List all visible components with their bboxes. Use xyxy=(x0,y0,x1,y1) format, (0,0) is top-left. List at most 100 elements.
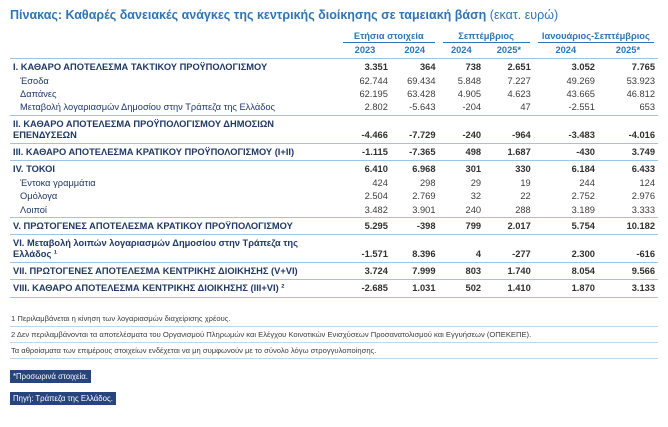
cell-value: 8.054 xyxy=(533,262,598,280)
table-row: IV. ΤΟΚΟΙ 6.410 6.968 301 330 6.184 6.43… xyxy=(10,160,658,178)
row-label: VI. Μεταβολή λοιπών λογαριασμών Δημοσίου… xyxy=(10,233,340,263)
cell-value: 4 xyxy=(438,233,485,263)
col-group-label: Ετήσια στοιχεία xyxy=(343,31,435,43)
cell-value: 29 xyxy=(470,178,482,189)
borrowing-requirements-table: Ετήσια στοιχεία Σεπτέμβριος Ιανουάριος-Σ… xyxy=(10,31,658,298)
provisional-data-note: *Προσωρινά στοιχεία. xyxy=(10,370,91,383)
table-row: ΙΙΙ. ΚΑΘΑΡΟ ΑΠΟΤΕΛΕΣΜΑ ΚΡΑΤΙΚΟΥ ΠΡΟΫΠΟΛΟ… xyxy=(10,142,658,161)
cell-value: 62.195 xyxy=(359,89,388,100)
cell-value: 502 xyxy=(438,279,485,298)
cell-value: 424 xyxy=(372,178,388,189)
cell-value: 49.269 xyxy=(566,76,595,87)
cell-value: -7.365 xyxy=(390,142,439,161)
col-group-annual: Ετήσια στοιχεία xyxy=(339,31,438,43)
cell-value: 4.623 xyxy=(507,89,531,100)
cell-value: 2.504 xyxy=(364,191,388,202)
cell-value: 2.802 xyxy=(364,102,388,113)
table-row: ΙΙ. ΚΑΘΑΡΟ ΑΠΟΤΕΛΕΣΜΑ ΠΡΟΫΠΟΛΟΓΙΣΜΟΥ ΔΗΜ… xyxy=(10,114,658,144)
table-row: Έντοκα γραμμάτια 424 298 29 19 244 124 xyxy=(10,177,658,190)
cell-value: 1.031 xyxy=(390,279,439,298)
cell-value: 5.754 xyxy=(533,216,598,235)
cell-value: 653 xyxy=(639,102,655,113)
cell-value: 738 xyxy=(438,58,485,76)
row-label: ΙΙ. ΚΑΘΑΡΟ ΑΠΟΤΕΛΕΣΜΑ ΠΡΟΫΠΟΛΟΓΙΣΜΟΥ ΔΗΜ… xyxy=(10,114,340,144)
cell-value: -277 xyxy=(484,233,534,263)
cell-value: 1.687 xyxy=(484,142,534,161)
cell-value: 3.724 xyxy=(339,262,391,280)
row-label: Δαπάνες xyxy=(20,89,57,100)
row-label: Μεταβολή λογαριασμών Δημοσίου στην Τράπε… xyxy=(20,102,276,113)
cell-value: 3.333 xyxy=(631,204,655,215)
title-text: Πίνακας: Καθαρές δανειακές ανάγκες της κ… xyxy=(10,8,487,22)
table-row: V. ΠΡΩΤΟΓΕΝΕΣ ΑΠΟΤΕΛΕΣΜΑ ΚΡΑΤΙΚΟΥ ΠΡΟΫΠΟ… xyxy=(10,216,658,235)
cell-value: 3.133 xyxy=(597,279,658,298)
cell-value: 3.482 xyxy=(364,204,388,215)
cell-value: 46.812 xyxy=(626,89,655,100)
table-row: Δαπάνες 62.195 63.428 4.905 4.623 43.665… xyxy=(10,88,658,101)
column-group-header-row: Ετήσια στοιχεία Σεπτέμβριος Ιανουάριος-Σ… xyxy=(10,31,658,43)
col-header-2024-annual: 2024 xyxy=(390,43,439,59)
cell-value: -4.016 xyxy=(597,114,658,144)
row-label: Ι. ΚΑΘΑΡΟ ΑΠΟΤΕΛΕΣΜΑ ΤΑΚΤΙΚΟΥ ΠΡΟΫΠΟΛΟΓΙ… xyxy=(10,58,340,76)
cell-value: -1.115 xyxy=(339,142,391,161)
col-header-2025-jan-sep: 2025* xyxy=(597,43,658,59)
source-note: Πηγή: Τράπεζα της Ελλάδος. xyxy=(10,392,116,405)
cell-value: 3.351 xyxy=(339,58,391,76)
cell-value: 288 xyxy=(515,204,531,215)
cell-value: 8.396 xyxy=(390,233,439,263)
cell-value: -5.643 xyxy=(409,102,436,113)
footnote: 1 Περιλαμβάνεται η κίνηση των λογαριασμώ… xyxy=(10,311,658,327)
page-title: Πίνακας: Καθαρές δανειακές ανάγκες της κ… xyxy=(10,8,658,22)
cell-value: 2.300 xyxy=(533,233,598,263)
cell-value: 7.227 xyxy=(507,76,531,87)
cell-value: 62.744 xyxy=(359,76,388,87)
footnote: Τα αθροίσματα των επιμέρους στοιχείων εν… xyxy=(10,343,658,359)
cell-value: -3.483 xyxy=(533,114,598,144)
col-header-2025-september: 2025* xyxy=(484,43,534,59)
row-label: Ομόλογα xyxy=(20,191,58,202)
cell-value: 6.410 xyxy=(339,160,391,178)
cell-value: 43.665 xyxy=(566,89,595,100)
cell-value: -398 xyxy=(390,216,439,235)
cell-value: -2.685 xyxy=(339,279,391,298)
row-label: Έντοκα γραμμάτια xyxy=(20,178,96,189)
cell-value: 9.566 xyxy=(597,262,658,280)
cell-value: -4.466 xyxy=(339,114,391,144)
col-header-2023-annual: 2023 xyxy=(339,43,391,59)
col-header-2024-jan-sep: 2024 xyxy=(533,43,598,59)
cell-value: -2.551 xyxy=(568,102,595,113)
cell-value: 364 xyxy=(390,58,439,76)
cell-value: 10.182 xyxy=(597,216,658,235)
cell-value: 53.923 xyxy=(626,76,655,87)
table-row: Μεταβολή λογαριασμών Δημοσίου στην Τράπε… xyxy=(10,101,658,115)
cell-value: 799 xyxy=(438,216,485,235)
cell-value: -430 xyxy=(533,142,598,161)
cell-value: 240 xyxy=(465,204,482,215)
cell-value: 1.410 xyxy=(484,279,534,298)
cell-value: 244 xyxy=(579,178,595,189)
cell-value: 2.976 xyxy=(631,191,655,202)
empty-header-cell xyxy=(10,43,340,59)
empty-header-cell xyxy=(10,31,339,43)
table-row: VI. Μεταβολή λοιπών λογαριασμών Δημοσίου… xyxy=(10,233,658,263)
cell-value: 3.189 xyxy=(571,204,595,215)
cell-value: 4.905 xyxy=(457,89,482,100)
title-unit: (εκατ. ευρώ) xyxy=(489,8,559,22)
cell-value: 6.433 xyxy=(597,160,658,178)
cell-value: -1.571 xyxy=(339,233,391,263)
cell-value: 7.765 xyxy=(597,58,658,76)
col-group-september: Σεπτέμβριος xyxy=(439,31,534,43)
cell-value: -240 xyxy=(438,114,485,144)
cell-value: 63.428 xyxy=(407,89,436,100)
footnotes-block: 1 Περιλαμβάνεται η κίνηση των λογαριασμώ… xyxy=(10,311,658,359)
table-row: Ι. ΚΑΘΑΡΟ ΑΠΟΤΕΛΕΣΜΑ ΤΑΚΤΙΚΟΥ ΠΡΟΫΠΟΛΟΓΙ… xyxy=(10,58,658,76)
cell-value: 7.999 xyxy=(390,262,439,280)
cell-value: 32 xyxy=(470,191,482,202)
cell-value: 803 xyxy=(438,262,485,280)
cell-value: 6.968 xyxy=(390,160,439,178)
table-row: VII. ΠΡΩΤΟΓΕΝΕΣ ΑΠΟΤΕΛΕΣΜΑ ΚΕΝΤΡΙΚΗΣ ΔΙΟ… xyxy=(10,262,658,280)
cell-value: 2.651 xyxy=(484,58,534,76)
cell-value: 298 xyxy=(420,178,436,189)
cell-value: 5.848 xyxy=(457,76,482,87)
table-row: VIII. ΚΑΘΑΡΟ ΑΠΟΤΕΛΕΣΜΑ ΚΕΝΤΡΙΚΗΣ ΔΙΟΙΚΗ… xyxy=(10,279,658,298)
